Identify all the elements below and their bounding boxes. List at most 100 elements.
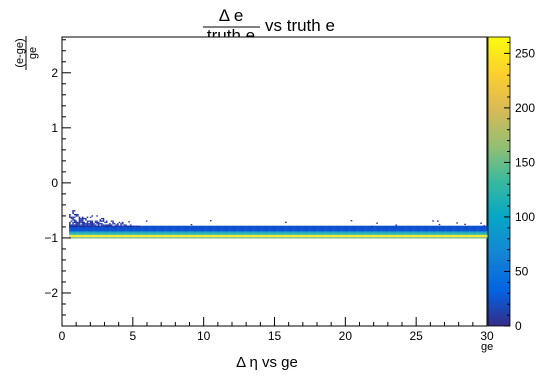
heatmap-cell bbox=[117, 237, 119, 239]
heatmap-cell bbox=[144, 227, 147, 229]
heatmap-cell bbox=[427, 227, 430, 229]
heatmap-cell bbox=[83, 224, 86, 226]
heatmap-cell bbox=[101, 230, 103, 233]
heatmap-cell bbox=[446, 234, 449, 238]
heatmap-cell bbox=[357, 225, 359, 228]
heatmap-cell bbox=[341, 230, 343, 233]
heatmap-cell bbox=[126, 232, 129, 235]
heatmap-cell bbox=[433, 227, 436, 229]
heatmap-cell bbox=[77, 221, 79, 224]
heatmap-cell bbox=[157, 232, 159, 235]
heatmap-cell bbox=[477, 229, 479, 232]
heatmap-cell bbox=[414, 237, 417, 239]
heatmap-cell bbox=[438, 225, 441, 228]
heatmap-cell bbox=[206, 230, 209, 233]
heatmap-cell bbox=[237, 230, 239, 233]
heatmap-cell bbox=[232, 234, 235, 238]
heatmap-cell bbox=[137, 229, 140, 232]
heatmap-cell bbox=[129, 232, 132, 235]
heatmap-cell bbox=[409, 228, 412, 230]
heatmap-cell bbox=[121, 237, 124, 239]
heatmap-cell bbox=[357, 229, 359, 232]
heatmap-cell bbox=[345, 228, 348, 230]
heatmap-cell bbox=[77, 224, 79, 226]
heatmap-cell bbox=[158, 232, 161, 235]
heatmap-cell bbox=[387, 237, 390, 239]
heatmap-cell bbox=[211, 232, 214, 235]
heatmap-cell bbox=[109, 234, 111, 238]
heatmap-cell bbox=[369, 225, 372, 228]
heatmap-cell bbox=[478, 230, 481, 233]
heatmap-cell bbox=[118, 237, 121, 239]
heatmap-cell bbox=[371, 232, 374, 235]
heatmap-cell bbox=[277, 228, 279, 230]
heatmap-cell bbox=[296, 227, 299, 229]
heatmap-cell bbox=[405, 234, 407, 238]
heatmap-cell bbox=[104, 225, 106, 228]
heatmap-cell bbox=[123, 228, 126, 230]
heatmap-cell bbox=[353, 229, 356, 232]
heatmap-cell bbox=[261, 237, 263, 239]
heatmap-cell bbox=[134, 227, 137, 229]
heatmap-cell bbox=[336, 227, 339, 229]
heatmap-cell bbox=[448, 232, 451, 235]
heatmap-cell bbox=[467, 228, 470, 230]
heatmap-cell bbox=[422, 234, 425, 238]
heatmap-cell bbox=[115, 230, 118, 233]
heatmap-cell bbox=[70, 216, 73, 218]
heatmap-cell bbox=[325, 232, 327, 235]
heatmap-cell bbox=[345, 234, 348, 238]
heatmap-cell bbox=[456, 237, 459, 239]
heatmap-cell bbox=[97, 234, 100, 238]
heatmap-cell bbox=[432, 220, 434, 222]
heatmap-cell bbox=[144, 229, 147, 232]
heatmap-cell bbox=[102, 219, 105, 221]
heatmap-cell bbox=[371, 230, 374, 233]
heatmap-cell bbox=[270, 237, 273, 239]
heatmap-cell bbox=[245, 237, 247, 239]
heatmap-cell bbox=[454, 232, 457, 235]
heatmap-cell bbox=[201, 225, 204, 228]
heatmap-cell bbox=[313, 228, 316, 230]
heatmap-cell bbox=[349, 237, 351, 239]
heatmap-cell bbox=[213, 232, 215, 235]
heatmap-cell bbox=[427, 234, 430, 238]
heatmap-cell bbox=[158, 227, 161, 229]
heatmap-cell bbox=[352, 237, 355, 239]
heatmap-cell bbox=[310, 225, 313, 228]
heatmap-cell bbox=[422, 232, 425, 235]
heatmap-cell bbox=[88, 232, 91, 235]
heatmap-cell bbox=[341, 228, 343, 230]
heatmap-cell bbox=[353, 228, 356, 230]
heatmap-cell bbox=[222, 228, 225, 230]
heatmap-cell bbox=[89, 229, 92, 232]
heatmap-cell bbox=[307, 237, 310, 239]
heatmap-cell bbox=[443, 237, 446, 239]
heatmap-cell bbox=[449, 227, 452, 229]
heatmap-cell bbox=[365, 237, 367, 239]
heatmap-cell bbox=[209, 232, 212, 235]
heatmap-cell bbox=[193, 229, 196, 232]
heatmap-cell bbox=[216, 234, 219, 238]
heatmap-cell bbox=[78, 224, 81, 226]
heatmap-cell bbox=[297, 229, 300, 232]
heatmap-cell bbox=[224, 230, 227, 233]
heatmap-cell bbox=[147, 232, 150, 235]
heatmap-cell bbox=[198, 230, 201, 233]
heatmap-cell bbox=[241, 234, 244, 238]
heatmap-cell bbox=[440, 234, 443, 238]
heatmap-cell bbox=[374, 234, 377, 238]
heatmap-cell bbox=[385, 225, 388, 228]
heatmap-cell bbox=[232, 232, 235, 235]
heatmap-cell bbox=[414, 230, 417, 233]
heatmap-cell bbox=[312, 229, 315, 232]
heatmap-cell bbox=[105, 225, 108, 228]
heatmap-cell bbox=[345, 227, 348, 229]
heatmap-cell bbox=[193, 234, 196, 238]
heatmap-cell bbox=[80, 219, 82, 221]
y-tick-label: 1 bbox=[51, 121, 58, 135]
heatmap-cell bbox=[190, 237, 193, 239]
heatmap-cell bbox=[453, 227, 455, 229]
heatmap-cell bbox=[149, 237, 151, 239]
heatmap-cell bbox=[209, 229, 212, 232]
